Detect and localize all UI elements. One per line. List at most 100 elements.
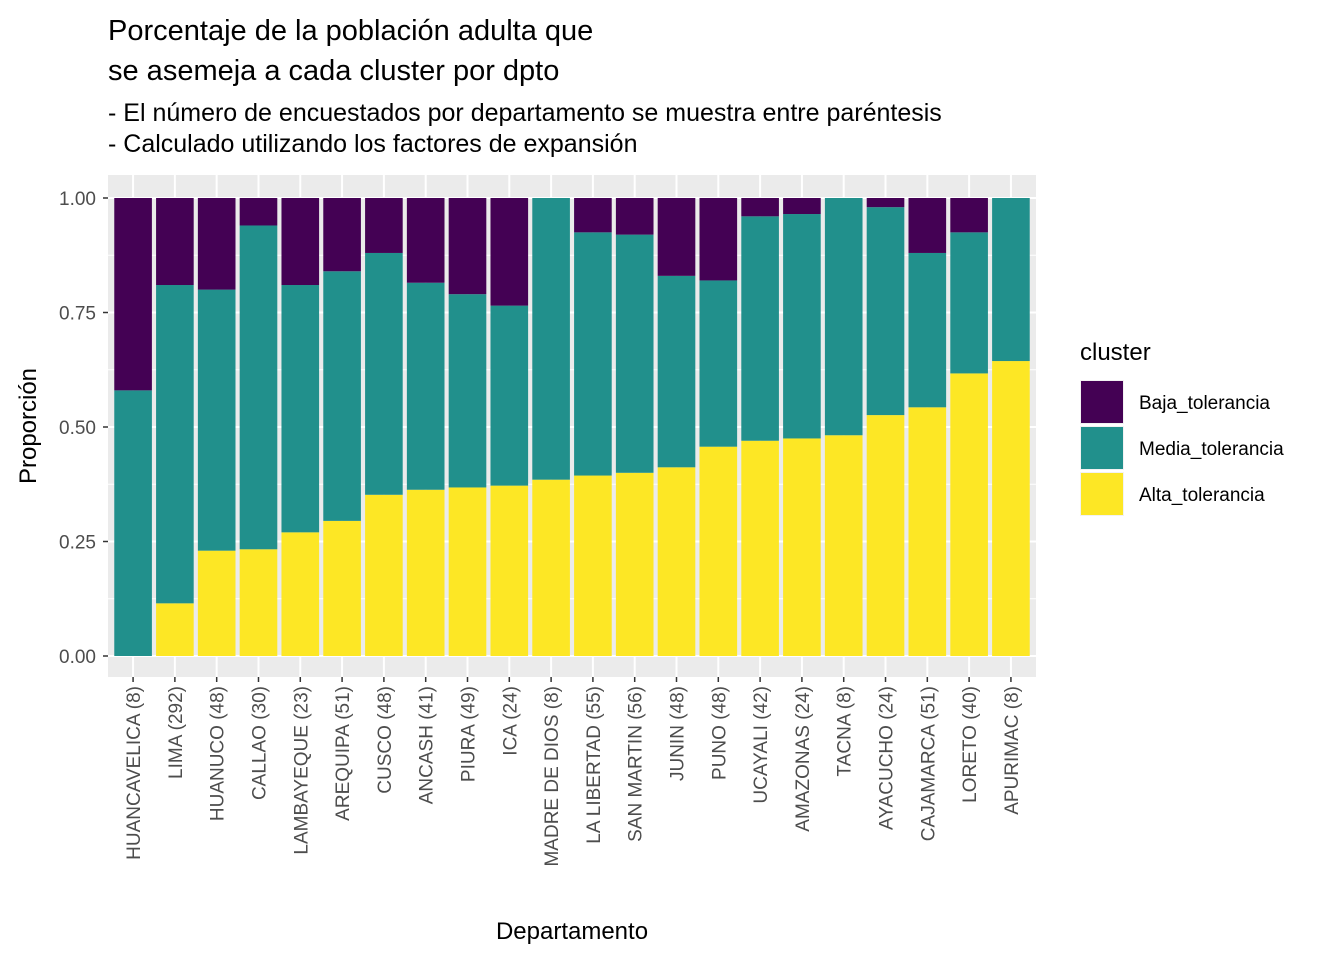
bar-segment-media-tolerancia [992, 198, 1030, 362]
legend-title: cluster [1080, 339, 1151, 366]
x-tick-label: APURIMAC (8) [1002, 686, 1023, 815]
bar-segment-alta-tolerancia [156, 603, 194, 656]
bar-segment-baja-tolerancia [908, 198, 947, 253]
bar-segment-media-tolerancia [490, 305, 529, 486]
bar-segment-baja-tolerancia [950, 198, 988, 233]
bar-segment-baja-tolerancia [490, 198, 529, 306]
x-tick-label: CAJAMARCA (51) [918, 686, 939, 841]
x-axis: HUANCAVELICA (8) LIMA (292) HUANUCO (48) CA… [124, 677, 1023, 867]
x-tick-label: LIMA (292) [166, 686, 187, 779]
bar-segment-media-tolerancia [783, 214, 821, 439]
bar-segment-media-tolerancia [950, 232, 988, 374]
bar-segment-media-tolerancia [908, 252, 947, 408]
bar-segment-alta-tolerancia [406, 489, 445, 656]
x-tick-label: LA LIBERTAD (55) [584, 686, 605, 844]
bar-segment-baja-tolerancia [365, 198, 403, 253]
x-tick-label: UCAYALI (42) [751, 686, 772, 804]
bar-segment-baja-tolerancia [866, 198, 905, 208]
bar-segment-alta-tolerancia [657, 467, 696, 656]
bar-segment-media-tolerancia [406, 282, 445, 490]
bar-segment-media-tolerancia [365, 252, 403, 495]
bar-segment-media-tolerancia [824, 198, 863, 436]
bar-segment-media-tolerancia [532, 198, 570, 480]
legend-label: Baja_tolerancia [1139, 393, 1270, 414]
bar-segment-media-tolerancia [741, 216, 779, 441]
x-tick-label: AMAZONAS (24) [793, 686, 814, 832]
bar-segment-alta-tolerancia [741, 440, 779, 656]
bar-segment-alta-tolerancia [281, 532, 320, 656]
bar-segment-alta-tolerancia [448, 487, 487, 656]
bar-segment-media-tolerancia [323, 271, 361, 521]
x-tick-label: MADRE DE DIOS (8) [542, 686, 563, 867]
x-tick-label: LORETO (40) [960, 686, 981, 803]
x-tick-label: CUSCO (48) [375, 686, 396, 794]
bar-segment-baja-tolerancia [323, 198, 361, 272]
legend-label: Alta_tolerancia [1139, 485, 1265, 506]
bar-segment-media-tolerancia [281, 285, 320, 533]
bar-segment-media-tolerancia [574, 232, 612, 476]
x-tick-label: JUNIN (48) [668, 686, 689, 781]
bar-segment-alta-tolerancia [197, 550, 236, 656]
bar-segment-alta-tolerancia [239, 549, 278, 656]
bar-segment-baja-tolerancia [741, 198, 779, 217]
bar-segment-media-tolerancia [615, 234, 654, 473]
x-tick-label: TACNA (8) [835, 686, 856, 776]
y-tick-label: 0.00 [59, 647, 96, 668]
bar-segment-alta-tolerancia [323, 520, 361, 656]
x-axis-title: Departamento [496, 918, 648, 945]
x-tick-label: AREQUIPA (51) [333, 686, 354, 821]
x-tick-label: CALLAO (30) [249, 686, 270, 800]
bar-segment-alta-tolerancia [866, 415, 905, 656]
bar-segment-alta-tolerancia [992, 361, 1030, 656]
bar-segment-media-tolerancia [448, 294, 487, 488]
bar-segment-baja-tolerancia [197, 198, 236, 290]
y-tick-label: 0.75 [59, 304, 96, 325]
y-axis: 0.00 0.25 0.50 0.75 1.00 [59, 189, 108, 668]
bar-segment-media-tolerancia [866, 207, 905, 416]
bar-segment-baja-tolerancia [281, 198, 320, 286]
bar-segment-alta-tolerancia [490, 485, 529, 656]
bars [114, 198, 1030, 656]
bar-segment-baja-tolerancia [448, 198, 487, 295]
legend-swatch-media-tolerancia [1081, 427, 1123, 469]
bar-segment-alta-tolerancia [532, 479, 570, 656]
bar-segment-alta-tolerancia [699, 446, 738, 656]
bar-segment-media-tolerancia [239, 225, 278, 550]
bar-segment-media-tolerancia [114, 390, 152, 656]
bar-segment-baja-tolerancia [783, 198, 821, 215]
x-tick-label: PIURA (49) [458, 686, 479, 782]
bar-segment-baja-tolerancia [114, 198, 152, 391]
y-tick-label: 0.50 [59, 418, 96, 439]
bar-segment-baja-tolerancia [406, 198, 445, 283]
bar-segment-baja-tolerancia [239, 198, 278, 226]
x-tick-label: HUANUCO (48) [208, 686, 229, 821]
chart-subtitle-line-2: - Calculado utilizando los factores de e… [108, 130, 637, 158]
bar-segment-alta-tolerancia [950, 373, 988, 656]
bar-segment-alta-tolerancia [908, 407, 947, 656]
x-tick-label: SAN MARTIN (56) [626, 686, 647, 842]
legend-swatch-alta-tolerancia [1081, 473, 1123, 515]
bar-segment-baja-tolerancia [574, 198, 612, 233]
chart-title-line-1: Porcentaje de la población adulta que [108, 15, 593, 47]
bar-segment-alta-tolerancia [615, 472, 654, 656]
x-tick-label: ANCASH (41) [417, 686, 438, 804]
bar-segment-media-tolerancia [699, 280, 738, 447]
bar-segment-alta-tolerancia [824, 435, 863, 656]
bar-segment-baja-tolerancia [156, 198, 194, 286]
x-tick-label: ICA (24) [500, 686, 521, 756]
bar-segment-media-tolerancia [156, 285, 194, 604]
legend: cluster Baja_tolerancia Media_tolerancia A… [1080, 339, 1284, 516]
y-axis-title: Proporción [15, 368, 42, 484]
bar-segment-media-tolerancia [197, 289, 236, 551]
y-tick-label: 1.00 [59, 189, 96, 210]
x-tick-label: AYACUCHO (24) [877, 686, 898, 830]
chart-subtitle-line-1: - El número de encuestados por departame… [108, 99, 942, 127]
x-tick-label: PUNO (48) [709, 686, 730, 780]
bar-segment-alta-tolerancia [574, 475, 612, 656]
bar-segment-baja-tolerancia [657, 198, 696, 276]
legend-label: Media_tolerancia [1139, 439, 1284, 460]
bar-segment-alta-tolerancia [365, 494, 403, 656]
legend-items: Baja_tolerancia Media_tolerancia Alta_tole… [1080, 380, 1284, 516]
bar-segment-baja-tolerancia [699, 198, 738, 281]
